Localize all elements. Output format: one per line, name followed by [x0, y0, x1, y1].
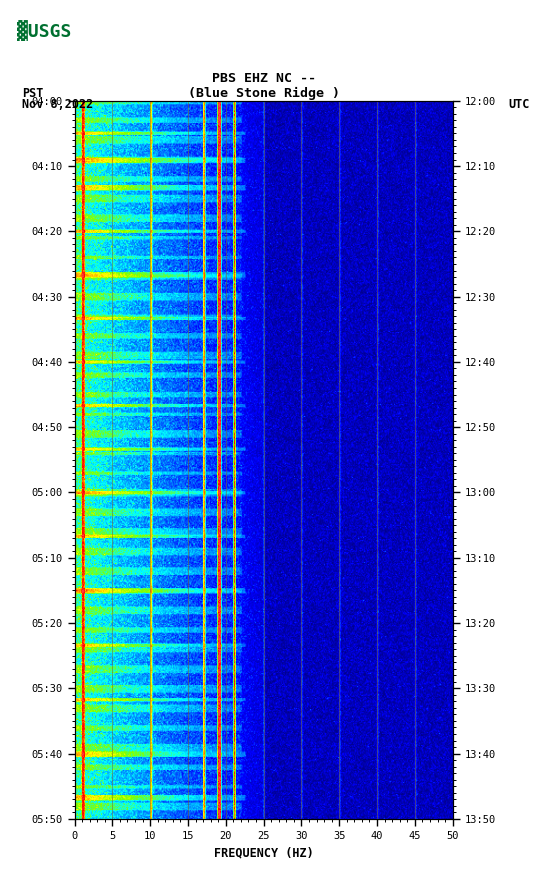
Text: (Blue Stone Ridge ): (Blue Stone Ridge ) [188, 87, 339, 100]
X-axis label: FREQUENCY (HZ): FREQUENCY (HZ) [214, 847, 314, 859]
Text: PST: PST [22, 87, 44, 100]
Text: ▓USGS: ▓USGS [17, 20, 71, 40]
Text: UTC: UTC [508, 98, 530, 112]
Text: PBS EHZ NC --: PBS EHZ NC -- [211, 71, 316, 85]
Text: Nov 8,2022: Nov 8,2022 [22, 98, 93, 112]
